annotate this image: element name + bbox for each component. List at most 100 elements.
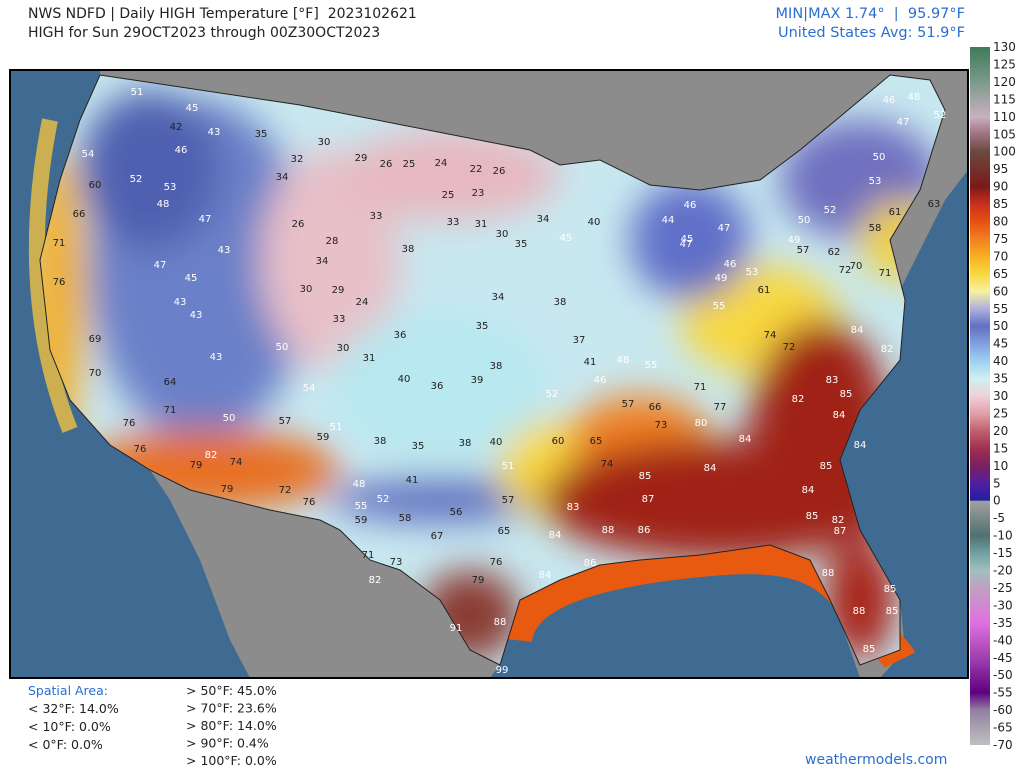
temperature-label: 66 — [649, 402, 662, 413]
temperature-label: 82 — [881, 344, 894, 355]
temperature-label: 79 — [221, 484, 234, 495]
colorbar-label: 90 — [993, 180, 1008, 194]
temperature-label: 52 — [546, 389, 559, 400]
temperature-label: 45 — [560, 233, 573, 244]
temperature-label: 86 — [584, 558, 597, 569]
temperature-label: 41 — [584, 357, 597, 368]
average: United States Avg: 51.9°F — [778, 25, 965, 41]
temperature-label: 52 — [824, 205, 837, 216]
temperature-label: 51 — [330, 422, 343, 433]
colorbar-label: 0 — [993, 494, 1001, 508]
temperature-label: 34 — [537, 214, 550, 225]
temperature-label: 84 — [739, 434, 752, 445]
colorbar-label: 25 — [993, 406, 1008, 420]
temperature-label: 48 — [908, 92, 921, 103]
colorbar-label: -30 — [993, 598, 1013, 612]
temperature-label: 35 — [476, 321, 489, 332]
stat-line: > 80°F: 14.0% — [186, 718, 277, 733]
temperature-label: 71 — [362, 550, 375, 561]
temperature-label: 52 — [130, 174, 143, 185]
temperature-label: 65 — [498, 526, 511, 537]
temperature-label: 30 — [337, 343, 350, 354]
temperature-label: 38 — [459, 438, 472, 449]
colorbar-label: 95 — [993, 162, 1008, 176]
temperature-label: 84 — [539, 570, 552, 581]
colorbar-label: 5 — [993, 476, 1001, 490]
min-max: MIN|MAX 1.74° | 95.97°F — [776, 6, 965, 22]
colorbar-label: 75 — [993, 232, 1008, 246]
temperature-label: 26 — [380, 159, 393, 170]
temperature-label: 57 — [279, 416, 292, 427]
temperature-label: 74 — [764, 330, 777, 341]
colorbar-label: 105 — [993, 127, 1016, 141]
temperature-label: 82 — [369, 575, 382, 586]
temperature-label: 34 — [316, 256, 329, 267]
temperature-label: 69 — [89, 334, 102, 345]
temperature-label: 85 — [639, 471, 652, 482]
temperature-label: 71 — [53, 238, 66, 249]
temperature-label: 71 — [694, 382, 707, 393]
temperature-label: 84 — [854, 440, 867, 451]
temperature-label: 64 — [164, 377, 177, 388]
colorbar-label: -20 — [993, 564, 1013, 578]
temperature-label: 51 — [502, 461, 515, 472]
temperature-label: 43 — [218, 245, 231, 256]
temperature-label: 72 — [839, 265, 852, 276]
colorbar-label: 60 — [993, 284, 1008, 298]
temperature-label: 70 — [850, 261, 863, 272]
temperature-label: 74 — [601, 459, 614, 470]
temperature-label: 58 — [869, 223, 882, 234]
temperature-label: 48 — [157, 199, 170, 210]
temperature-label: 57 — [622, 399, 635, 410]
temperature-label: 83 — [826, 375, 839, 386]
temperature-label: 36 — [431, 381, 444, 392]
temperature-label: 79 — [190, 460, 203, 471]
colorbar-label: 40 — [993, 354, 1008, 368]
temperature-label: 85 — [886, 606, 899, 617]
colorbar-label: 35 — [993, 372, 1008, 386]
temperature-label: 46 — [724, 259, 737, 270]
colorbar-label: -15 — [993, 546, 1013, 560]
temperature-label: 76 — [490, 557, 503, 568]
temperature-label: 37 — [573, 335, 586, 346]
temperature-label: 54 — [303, 383, 316, 394]
temperature-label: 77 — [714, 402, 727, 413]
colorbar-label: 130 — [993, 40, 1016, 54]
title: NWS NDFD | Daily HIGH Temperature [°F] 2… — [28, 6, 417, 22]
temperature-label: 85 — [820, 461, 833, 472]
coastal-waters — [28, 118, 78, 433]
map-frame — [9, 69, 969, 679]
temperature-label: 84 — [802, 485, 815, 496]
temperature-label: 74 — [230, 457, 243, 468]
colorbar-label: 120 — [993, 75, 1016, 89]
pacific — [10, 70, 250, 678]
temperature-label: 25 — [442, 190, 455, 201]
temperature-label: 84 — [851, 325, 864, 336]
colorbar-label: 110 — [993, 110, 1016, 124]
temperature-label: 73 — [655, 420, 668, 431]
temperature-label: 35 — [412, 441, 425, 452]
temperature-label: 59 — [355, 515, 368, 526]
temperature-label: 28 — [326, 236, 339, 247]
temperature-label: 87 — [642, 494, 655, 505]
temperature-label: 31 — [363, 353, 376, 364]
colorbar-label: -60 — [993, 703, 1013, 717]
temperature-label: 49 — [715, 273, 728, 284]
temperature-label: 25 — [403, 159, 416, 170]
temperature-label: 44 — [662, 215, 675, 226]
temperature-label: 38 — [554, 297, 567, 308]
temperature-label: 85 — [863, 644, 876, 655]
temperature-label: 84 — [704, 463, 717, 474]
colorbar-label: -70 — [993, 738, 1013, 752]
temperature-label: 76 — [134, 444, 147, 455]
stat-line: < 10°F: 0.0% — [28, 719, 111, 734]
temperature-label: 24 — [435, 158, 448, 169]
temperature-label: 22 — [470, 164, 483, 175]
temperature-label: 31 — [475, 219, 488, 230]
colorbar — [970, 47, 990, 745]
temperature-label: 35 — [515, 239, 528, 250]
temperature-label: 26 — [292, 219, 305, 230]
temperature-label: 50 — [798, 215, 811, 226]
temperature-label: 29 — [332, 285, 345, 296]
